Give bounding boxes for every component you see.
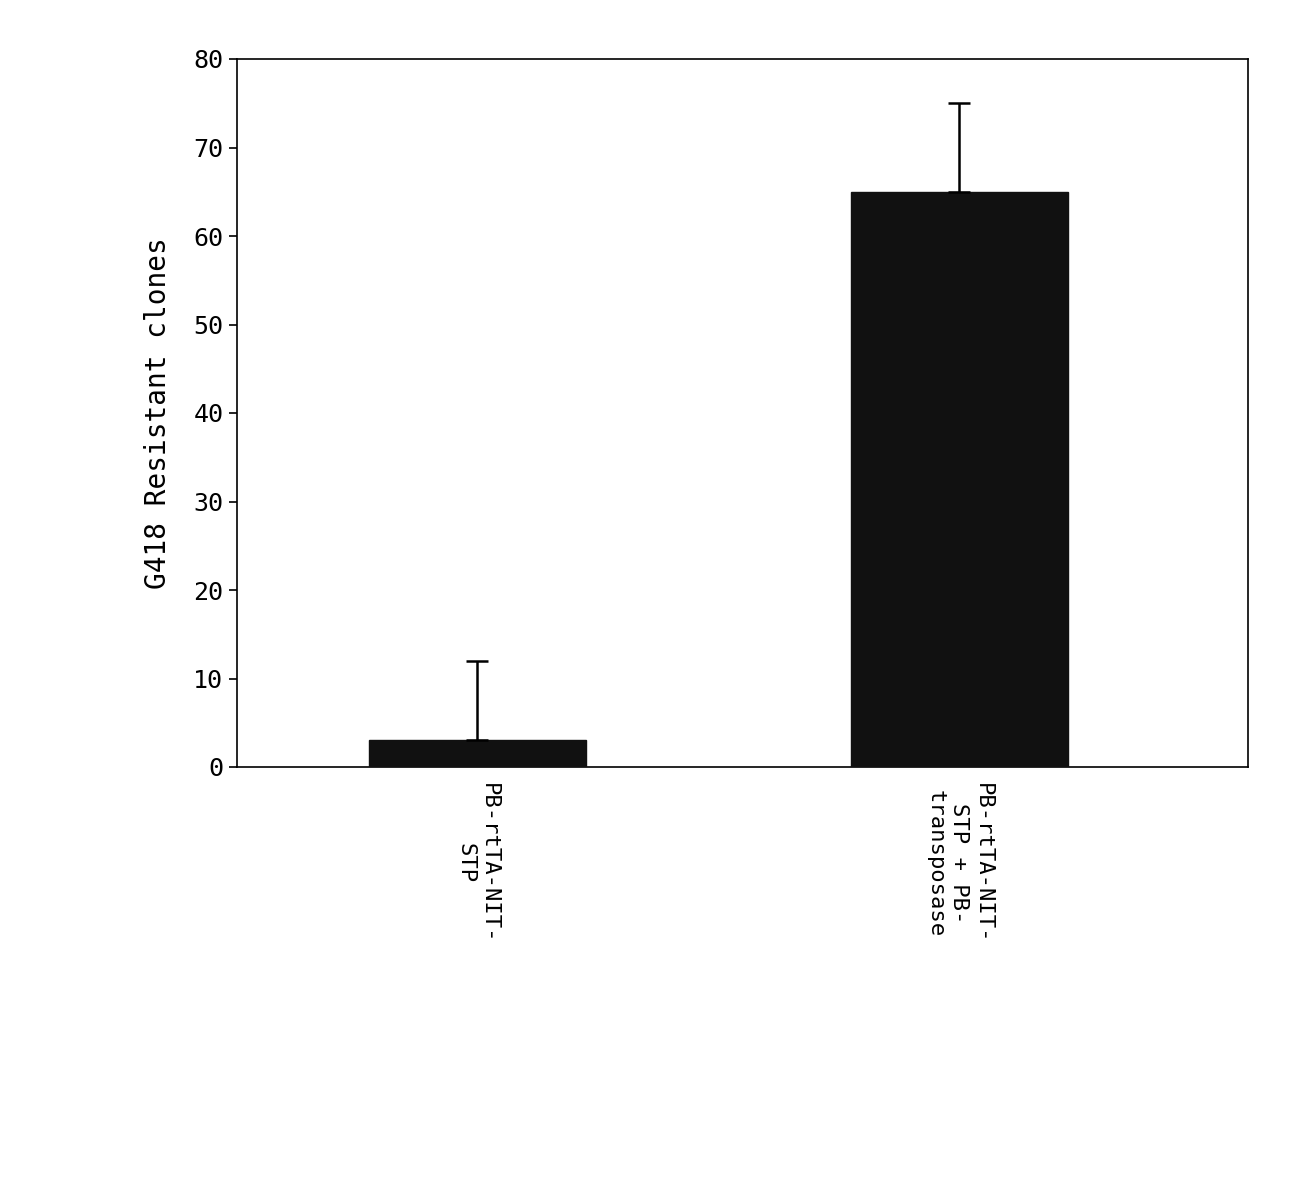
- Y-axis label: G418 Resistant clones: G418 Resistant clones: [145, 237, 172, 589]
- Bar: [369, 741, 586, 767]
- Bar: [850, 191, 1067, 767]
